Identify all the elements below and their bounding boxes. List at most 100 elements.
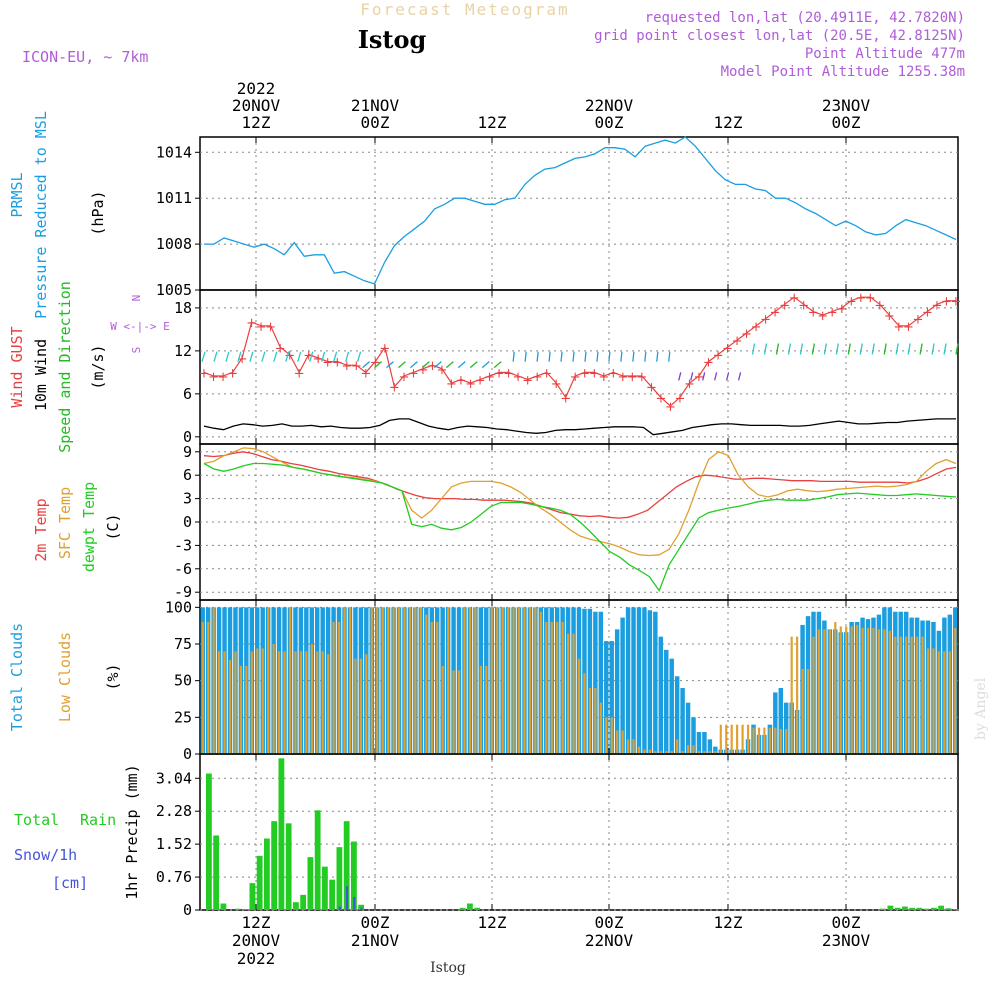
low-cloud-bar xyxy=(670,751,673,754)
low-cloud-bar xyxy=(501,607,504,754)
temp-line-2m-temp xyxy=(203,451,957,519)
low-cloud-bar xyxy=(616,730,619,754)
gust-marker: + xyxy=(408,366,419,381)
low-cloud-bar xyxy=(572,633,575,754)
low-cloud-bar xyxy=(954,627,957,754)
total-cloud-bar xyxy=(609,641,614,754)
gust-marker: + xyxy=(751,320,762,335)
low-cloud-bar xyxy=(556,622,559,754)
precip-unit: 1hr Precip (mm) xyxy=(123,764,141,899)
wind-arrow xyxy=(433,361,442,369)
wind-gust-title: Wind GUST xyxy=(8,326,26,407)
gust-marker: + xyxy=(313,352,324,367)
station-name: Istog xyxy=(358,25,427,54)
rain-bar xyxy=(909,907,916,910)
bottom-time-label: 12Z xyxy=(242,913,271,932)
low-cloud-bar xyxy=(474,607,477,754)
gust-marker: + xyxy=(437,363,448,378)
low-cloud-bar xyxy=(239,666,242,754)
pressure-panel: 1005 1008 1011 1014 xyxy=(156,136,959,299)
rain-bar xyxy=(938,905,945,910)
low-cloud-bar xyxy=(441,666,444,754)
rain-bar xyxy=(213,835,220,910)
low-cloud-bar xyxy=(452,670,455,754)
gust-marker: + xyxy=(808,305,819,320)
y-tick-label: 3 xyxy=(183,490,192,508)
total-cloud-bar xyxy=(620,617,625,754)
wind-arrow xyxy=(386,361,394,369)
wind-arrow xyxy=(493,361,502,369)
wind-arrow xyxy=(919,343,923,355)
rain-bar xyxy=(343,821,350,910)
total-cloud-bar xyxy=(685,702,691,754)
top-time-label: 2022 xyxy=(237,79,276,98)
low-cloud-bar xyxy=(594,688,597,754)
low-clouds-title: Low Clouds xyxy=(56,632,74,722)
gust-marker: + xyxy=(579,366,590,381)
rain-bar xyxy=(358,904,365,910)
wind-arrow xyxy=(297,351,302,362)
compass-north: N xyxy=(130,295,143,302)
gust-marker: + xyxy=(398,370,409,385)
gust-marker: + xyxy=(608,366,619,381)
low-cloud-bar xyxy=(354,658,357,754)
low-cloud-bar xyxy=(654,751,657,754)
gust-marker: + xyxy=(360,366,371,381)
low-cloud-bar xyxy=(659,751,662,754)
low-cloud-bar xyxy=(321,651,324,754)
rain-bar xyxy=(271,821,278,910)
low-cloud-bar xyxy=(725,724,728,754)
low-cloud-bar xyxy=(517,607,521,754)
total-cloud-bar xyxy=(658,636,664,754)
gust-marker: + xyxy=(446,377,457,392)
total-cloud-bar xyxy=(702,732,707,754)
total-cloud-bar xyxy=(669,658,674,754)
wind-arrow xyxy=(201,351,206,362)
gust-marker: + xyxy=(427,359,438,374)
rain-bar xyxy=(459,907,466,910)
low-cloud-bar xyxy=(686,745,690,754)
low-cloud-bar xyxy=(714,751,717,754)
chart-title: Forecast Meteogram xyxy=(360,0,569,19)
low-cloud-bar xyxy=(207,622,210,754)
gust-marker: + xyxy=(912,313,923,328)
low-cloud-bar xyxy=(926,648,930,754)
low-cloud-bar xyxy=(414,607,417,754)
low-cloud-bar xyxy=(812,636,815,754)
low-cloud-bar xyxy=(387,607,390,754)
y-tick-label: 12 xyxy=(174,342,192,360)
rain-bar xyxy=(916,907,923,910)
wind-arrow xyxy=(356,351,362,362)
wind-arrow xyxy=(847,343,851,355)
low-cloud-bar xyxy=(507,607,510,754)
wind-arrow xyxy=(261,351,266,362)
bottom-time-label: 12Z xyxy=(478,913,507,932)
total-cloud-bar xyxy=(653,611,658,754)
gust-marker: + xyxy=(922,305,933,320)
rain-bar xyxy=(887,905,894,910)
low-cloud-bar xyxy=(834,622,837,754)
gust-marker: + xyxy=(874,298,885,313)
low-cloud-bar xyxy=(267,607,270,754)
total-cloud-bar xyxy=(707,739,713,754)
y-tick-label: 100 xyxy=(165,598,192,616)
wind-arrow xyxy=(799,343,804,355)
gust-marker: + xyxy=(655,391,666,406)
top-time-label: 12Z xyxy=(242,113,271,132)
low-cloud-bar xyxy=(856,624,859,754)
low-cloud-bar xyxy=(588,688,591,754)
low-cloud-bar xyxy=(245,666,248,754)
rain-bar xyxy=(336,847,343,910)
pressure-unit: (hPa) xyxy=(89,190,107,235)
wind-arrow xyxy=(457,361,466,369)
low-cloud-bar xyxy=(796,636,799,754)
gust-marker: + xyxy=(541,366,552,381)
low-cloud-bar xyxy=(626,739,630,754)
gust-marker: + xyxy=(551,377,562,392)
y-tick-label: 2.28 xyxy=(156,802,192,820)
low-cloud-bar xyxy=(599,702,602,754)
low-cloud-bar xyxy=(763,727,766,754)
gust-marker: + xyxy=(341,359,352,374)
